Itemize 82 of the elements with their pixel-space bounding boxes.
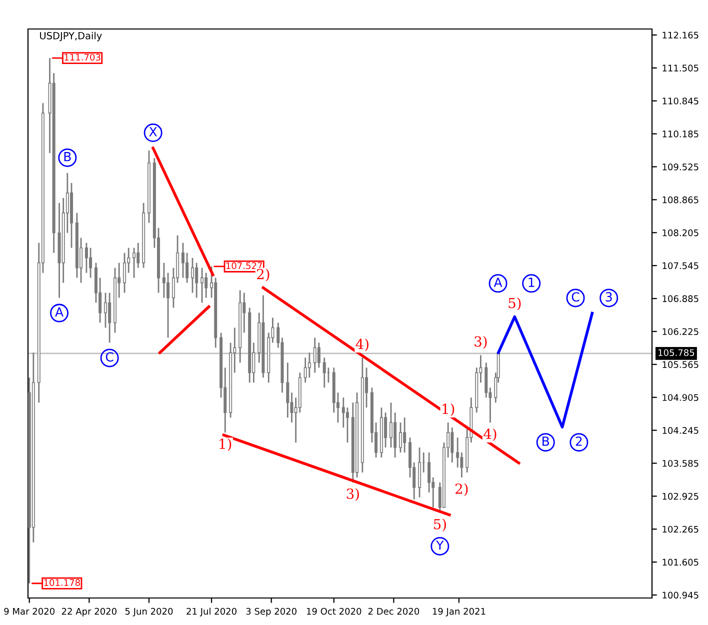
y-tick-label: 106.885 bbox=[662, 295, 698, 302]
x-tick-label: 21 Jul 2020 bbox=[186, 608, 236, 616]
y-tick-label: 110.185 bbox=[662, 130, 698, 138]
annotation: C bbox=[106, 352, 114, 362]
x-tick-label: 3 Sep 2020 bbox=[246, 608, 296, 616]
y-tick-label: 108.205 bbox=[662, 229, 698, 236]
annotation: 1) bbox=[220, 438, 232, 452]
annotation: 4) bbox=[356, 338, 368, 352]
annotation: 2) bbox=[257, 268, 270, 282]
candlestick bbox=[389, 402, 392, 448]
x-tick-label: 22 Apr 2020 bbox=[62, 608, 116, 616]
annotation: 5) bbox=[508, 298, 521, 310]
x-tick-label: 5 Jun 2020 bbox=[125, 608, 173, 616]
y-tick-label: 102.265 bbox=[662, 526, 698, 533]
candlestick bbox=[136, 242, 140, 269]
candlestick bbox=[456, 436, 460, 468]
candlestick bbox=[308, 352, 311, 378]
annotation: B bbox=[64, 152, 71, 162]
candlestick bbox=[200, 267, 204, 304]
x-tick-label: 19 Oct 2020 bbox=[306, 608, 362, 615]
candlestick bbox=[190, 257, 194, 294]
annotation: 5) bbox=[434, 518, 446, 532]
annotation: 101.178 bbox=[44, 579, 80, 586]
candlestick bbox=[428, 452, 431, 494]
y-tick-label: 104.905 bbox=[662, 394, 698, 401]
y-tick-label: 110.845 bbox=[662, 98, 698, 104]
candlestick bbox=[403, 416, 406, 454]
candlestick bbox=[342, 396, 345, 428]
annotation: 107.527 bbox=[226, 262, 262, 270]
annotation: B bbox=[542, 436, 550, 446]
y-tick-label: 108.865 bbox=[662, 196, 698, 204]
y-tick-label: 111.505 bbox=[662, 64, 698, 72]
annotation: X bbox=[149, 127, 157, 136]
candlestick bbox=[317, 342, 320, 368]
candlestick bbox=[132, 247, 136, 279]
annotation: 2) bbox=[455, 483, 468, 496]
y-tick-label: 107.545 bbox=[662, 262, 698, 270]
candlestick bbox=[166, 272, 170, 338]
annotation: 3 bbox=[606, 292, 612, 302]
y-tick-label: 109.525 bbox=[662, 163, 698, 170]
candlestick bbox=[186, 252, 189, 284]
annotation: 3) bbox=[346, 488, 359, 501]
annotation: A bbox=[55, 307, 64, 317]
candlestick bbox=[304, 356, 307, 384]
x-tick-label: 9 Mar 2020 bbox=[4, 608, 55, 615]
chart-title: USDJPY,Daily bbox=[40, 32, 102, 42]
candlestick bbox=[84, 242, 88, 274]
line-series bbox=[496, 312, 594, 428]
candlestick bbox=[104, 292, 107, 328]
annotation: 2 bbox=[576, 436, 582, 446]
y-tick-label: 106.225 bbox=[662, 328, 698, 336]
annotation: A bbox=[494, 278, 502, 287]
candlestick bbox=[286, 362, 290, 418]
annotation: 1) bbox=[442, 403, 454, 416]
annotation: C bbox=[572, 292, 580, 302]
y-tick-label: 103.585 bbox=[662, 460, 698, 467]
x-tick-label: 2 Dec 2020 bbox=[368, 608, 420, 615]
candlestick bbox=[123, 252, 126, 294]
y-tick-label: 100.945 bbox=[662, 592, 698, 599]
x-tick-label: 19 Jan 2021 bbox=[432, 608, 486, 616]
annotation: 111.703 bbox=[64, 54, 100, 61]
candlestick bbox=[181, 242, 184, 279]
y-tick-label: 101.605 bbox=[662, 558, 698, 566]
candlestick bbox=[398, 422, 402, 454]
candlestick bbox=[195, 262, 198, 298]
candlestick bbox=[89, 247, 92, 279]
annotation: 4) bbox=[484, 428, 496, 442]
ref-line-label: 105.785 bbox=[658, 349, 694, 356]
y-tick-label: 112.165 bbox=[662, 32, 698, 39]
y-tick-label: 105.565 bbox=[662, 361, 698, 368]
candlestick bbox=[450, 426, 454, 464]
candlestick bbox=[313, 337, 316, 374]
candlestick bbox=[204, 272, 208, 298]
annotation: Y bbox=[436, 540, 444, 550]
annotation: 3) bbox=[474, 336, 487, 349]
y-tick-label: 104.245 bbox=[662, 427, 698, 434]
candlestick bbox=[108, 292, 112, 344]
annotation: 1 bbox=[528, 278, 534, 287]
y-tick-label: 102.925 bbox=[662, 492, 698, 500]
candlestick bbox=[346, 406, 349, 444]
candlestick bbox=[322, 356, 326, 388]
candlestick bbox=[162, 262, 166, 298]
